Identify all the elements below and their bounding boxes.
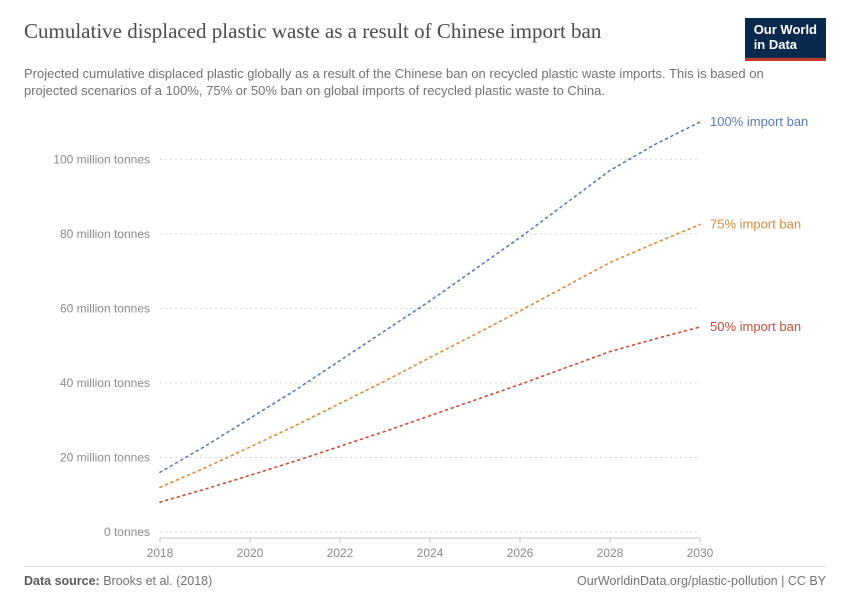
series-line (160, 122, 700, 472)
y-tick-label: 80 million tonnes (60, 227, 150, 241)
y-tick-label: 20 million tonnes (60, 450, 150, 464)
chart-footer: Data source: Brooks et al. (2018) OurWor… (24, 566, 826, 588)
y-tick-label: 100 million tonnes (53, 152, 150, 166)
series-label: 50% import ban (710, 319, 801, 334)
logo-line1: Our World (754, 22, 817, 37)
x-tick-label: 2028 (597, 546, 624, 560)
chart-title: Cumulative displaced plastic waste as a … (24, 18, 601, 44)
series-line (160, 327, 700, 502)
y-tick-label: 0 tonnes (104, 525, 150, 539)
owid-logo: Our World in Data (745, 18, 826, 61)
chart-container: Cumulative displaced plastic waste as a … (0, 0, 850, 600)
y-tick-label: 60 million tonnes (60, 301, 150, 315)
x-tick-label: 2024 (417, 546, 444, 560)
x-tick-label: 2020 (237, 546, 264, 560)
series-label: 75% import ban (710, 216, 801, 231)
series-label: 100% import ban (710, 114, 808, 129)
x-tick-label: 2030 (687, 546, 714, 560)
data-source: Data source: Brooks et al. (2018) (24, 574, 212, 588)
x-tick-label: 2022 (327, 546, 354, 560)
logo-line2: in Data (754, 37, 797, 52)
data-source-value: Brooks et al. (2018) (103, 574, 212, 588)
chart-subtitle: Projected cumulative displaced plastic g… (24, 65, 784, 100)
x-tick-label: 2026 (507, 546, 534, 560)
header: Cumulative displaced plastic waste as a … (24, 18, 826, 61)
x-tick-label: 2018 (147, 546, 174, 560)
series-line (160, 224, 700, 487)
data-source-label: Data source: (24, 574, 100, 588)
attribution: OurWorldinData.org/plastic-pollution | C… (577, 574, 826, 588)
y-tick-label: 40 million tonnes (60, 376, 150, 390)
chart-svg: 0 tonnes 20 million tonnes 40 million tonn… (24, 112, 826, 562)
chart-area: 0 tonnes 20 million tonnes 40 million tonn… (24, 112, 826, 562)
